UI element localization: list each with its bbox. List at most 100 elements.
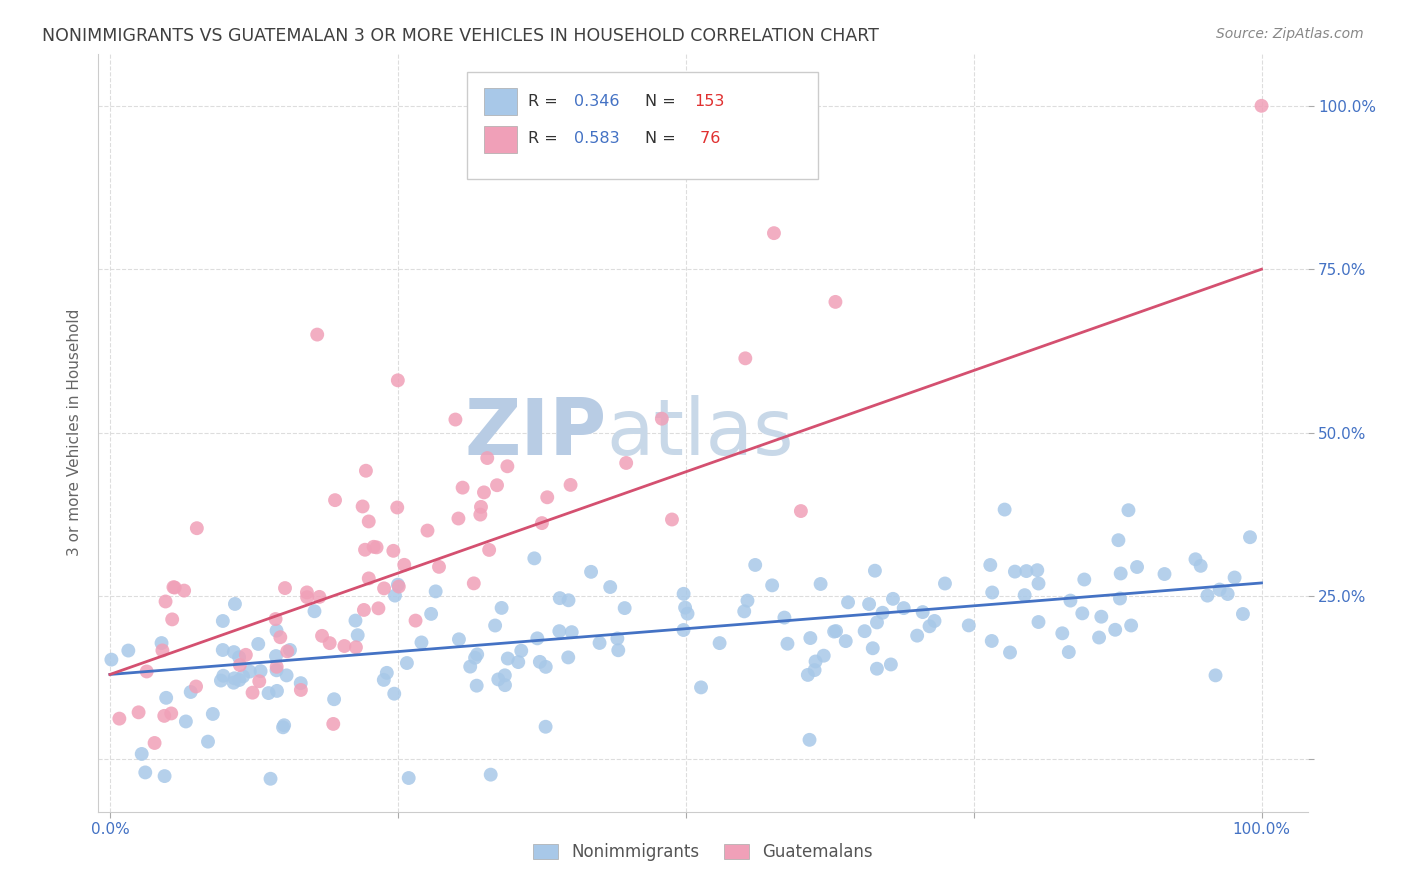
Point bbox=[560, 478, 582, 492]
Point bbox=[354, 464, 377, 478]
Point bbox=[790, 504, 813, 518]
Point bbox=[918, 619, 941, 633]
Point bbox=[264, 612, 287, 626]
Point bbox=[108, 712, 131, 726]
Point bbox=[1184, 552, 1206, 566]
Point bbox=[134, 765, 156, 780]
Point bbox=[470, 508, 492, 522]
Point bbox=[266, 624, 288, 638]
Point bbox=[463, 576, 485, 591]
Point bbox=[274, 581, 297, 595]
Point bbox=[510, 644, 533, 658]
Point bbox=[1223, 570, 1246, 584]
Text: 153: 153 bbox=[695, 94, 725, 109]
Point bbox=[416, 524, 439, 538]
Text: ZIP: ZIP bbox=[464, 394, 606, 471]
Point bbox=[186, 521, 208, 535]
Point bbox=[447, 511, 470, 525]
Point bbox=[1109, 566, 1132, 581]
Point bbox=[427, 559, 450, 574]
Text: R =: R = bbox=[527, 131, 562, 146]
Point bbox=[425, 584, 447, 599]
Point bbox=[529, 655, 551, 669]
Point bbox=[606, 632, 628, 646]
Point bbox=[491, 601, 513, 615]
Point bbox=[1216, 587, 1239, 601]
Point bbox=[228, 673, 250, 687]
Point bbox=[222, 675, 245, 690]
Point bbox=[837, 595, 859, 609]
Point bbox=[579, 565, 602, 579]
Point bbox=[373, 673, 395, 687]
Point bbox=[162, 580, 184, 594]
Point bbox=[100, 652, 122, 666]
Point bbox=[804, 655, 827, 669]
FancyBboxPatch shape bbox=[484, 127, 517, 153]
Point bbox=[411, 635, 433, 649]
Point bbox=[599, 580, 621, 594]
Point bbox=[924, 614, 946, 628]
Point bbox=[994, 502, 1017, 516]
Point bbox=[534, 720, 557, 734]
Point bbox=[357, 571, 380, 585]
Point bbox=[276, 644, 298, 658]
Point bbox=[607, 643, 630, 657]
Point bbox=[131, 747, 153, 761]
Point bbox=[1239, 530, 1261, 544]
Point bbox=[472, 485, 495, 500]
Point bbox=[382, 544, 405, 558]
Point bbox=[709, 636, 731, 650]
Point bbox=[882, 591, 904, 606]
Point bbox=[451, 481, 474, 495]
Point bbox=[588, 636, 610, 650]
Point bbox=[486, 478, 509, 492]
Point bbox=[998, 645, 1021, 659]
Legend: Nonimmigrants, Guatemalans: Nonimmigrants, Guatemalans bbox=[526, 837, 880, 868]
Point bbox=[174, 714, 197, 729]
Point bbox=[308, 590, 330, 604]
Point bbox=[444, 412, 467, 426]
Point bbox=[366, 541, 388, 555]
Point bbox=[866, 662, 889, 676]
Point bbox=[387, 500, 409, 515]
Point bbox=[465, 648, 488, 662]
Point bbox=[526, 632, 548, 646]
Point bbox=[228, 650, 250, 665]
Point bbox=[872, 606, 894, 620]
Point bbox=[276, 668, 298, 682]
Point bbox=[1088, 631, 1111, 645]
Point bbox=[494, 678, 516, 692]
Point bbox=[153, 709, 176, 723]
Point bbox=[222, 645, 245, 659]
Point bbox=[557, 593, 579, 607]
Point bbox=[1026, 563, 1049, 577]
Point bbox=[1052, 626, 1074, 640]
Point bbox=[858, 597, 880, 611]
Point bbox=[333, 639, 356, 653]
Point bbox=[477, 450, 499, 465]
Point bbox=[322, 717, 344, 731]
Point bbox=[363, 540, 385, 554]
Point bbox=[367, 601, 389, 615]
Point bbox=[810, 577, 832, 591]
Text: 0.583: 0.583 bbox=[574, 131, 619, 146]
Point bbox=[1015, 564, 1038, 578]
Point bbox=[1250, 99, 1272, 113]
Point bbox=[269, 630, 291, 644]
Point bbox=[387, 373, 409, 387]
Point bbox=[824, 294, 846, 309]
Point bbox=[264, 648, 287, 663]
Point bbox=[672, 623, 695, 637]
Point bbox=[823, 624, 845, 639]
Text: atlas: atlas bbox=[606, 394, 794, 471]
Point bbox=[825, 624, 848, 638]
Point bbox=[1073, 573, 1095, 587]
Point bbox=[290, 683, 312, 698]
Point bbox=[479, 767, 502, 781]
Point bbox=[797, 668, 820, 682]
Point bbox=[266, 663, 288, 677]
Point bbox=[478, 543, 501, 558]
Point bbox=[561, 625, 583, 640]
Point bbox=[224, 671, 246, 685]
Point bbox=[799, 732, 821, 747]
